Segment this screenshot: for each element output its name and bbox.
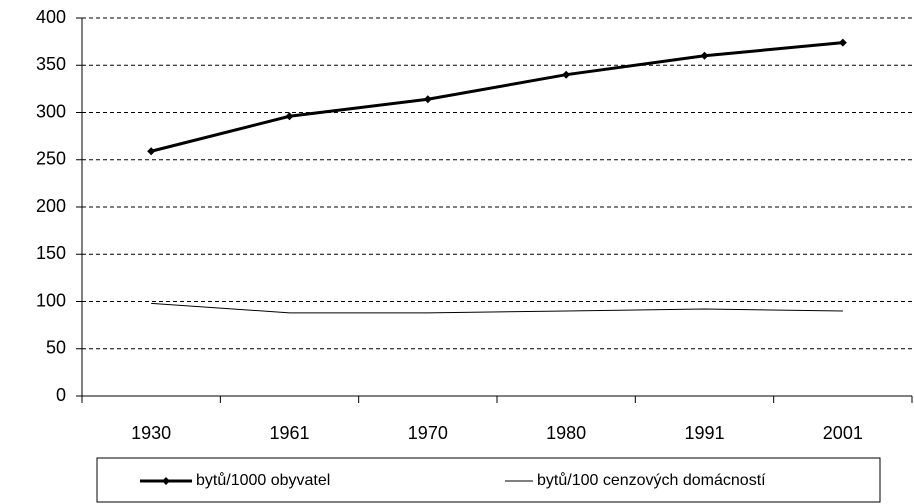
data-point (700, 51, 709, 60)
series-line (151, 302, 843, 314)
series-line (150, 41, 843, 153)
y-tick-label: 250 (36, 149, 66, 169)
x-tick-label: 1970 (408, 423, 448, 443)
x-tick-label: 2001 (823, 423, 863, 443)
x-tick-label: 1991 (684, 423, 724, 443)
y-tick-label: 350 (36, 54, 66, 74)
data-point (423, 95, 432, 104)
data-point (838, 38, 847, 47)
x-tick-label: 1930 (131, 423, 171, 443)
legend-label: bytů/100 cenzových domácností (537, 471, 766, 489)
y-tick-label: 100 (36, 290, 66, 310)
legend-box (96, 457, 881, 503)
data-point (285, 112, 294, 121)
data-point (562, 70, 571, 79)
legend-marker (162, 477, 170, 485)
y-tick-label: 150 (36, 243, 66, 263)
x-tick-label: 1961 (269, 423, 309, 443)
y-tick-label: 300 (36, 101, 66, 121)
data-point (147, 147, 156, 156)
y-tick-label: 0 (56, 385, 66, 405)
y-tick-label: 50 (46, 338, 66, 358)
y-tick-label: 400 (36, 7, 66, 27)
legend-label: bytů/1000 obyvatel (196, 471, 330, 489)
y-tick-label: 200 (36, 196, 66, 216)
x-tick-label: 1980 (546, 423, 586, 443)
